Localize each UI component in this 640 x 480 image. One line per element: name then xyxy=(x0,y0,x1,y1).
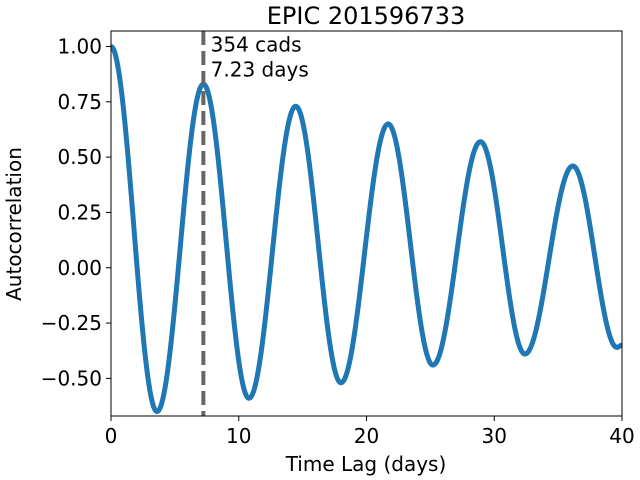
chart-title: EPIC 201596733 xyxy=(267,2,466,30)
autocorrelation-line xyxy=(111,43,622,415)
x-tick-label: 0 xyxy=(105,424,118,448)
annotation-cadences: 354 cads xyxy=(211,32,302,56)
y-tick-label: 0.00 xyxy=(57,256,102,280)
x-tick-label: 10 xyxy=(226,424,251,448)
x-tick-label: 40 xyxy=(609,424,634,448)
x-axis: 0 10 20 30 40 xyxy=(105,416,635,448)
annotation-period: 7.23 days xyxy=(211,57,309,81)
x-tick-label: 30 xyxy=(482,424,507,448)
y-tick-label: −0.25 xyxy=(41,311,102,335)
plot-area xyxy=(111,31,622,416)
annotation: 354 cads 7.23 days xyxy=(211,32,309,81)
y-tick-label: 0.25 xyxy=(57,200,102,224)
x-tick-label: 20 xyxy=(354,424,379,448)
y-tick-label: −0.50 xyxy=(41,366,102,390)
y-axis: −0.50 −0.25 0.00 0.25 0.50 0.75 1.00 xyxy=(41,34,111,390)
y-tick-label: 0.75 xyxy=(57,90,102,114)
y-axis-title: Autocorrelation xyxy=(2,147,26,301)
x-axis-title: Time Lag (days) xyxy=(285,452,447,476)
y-tick-label: 0.50 xyxy=(57,145,102,169)
y-tick-label: 1.00 xyxy=(57,34,102,58)
